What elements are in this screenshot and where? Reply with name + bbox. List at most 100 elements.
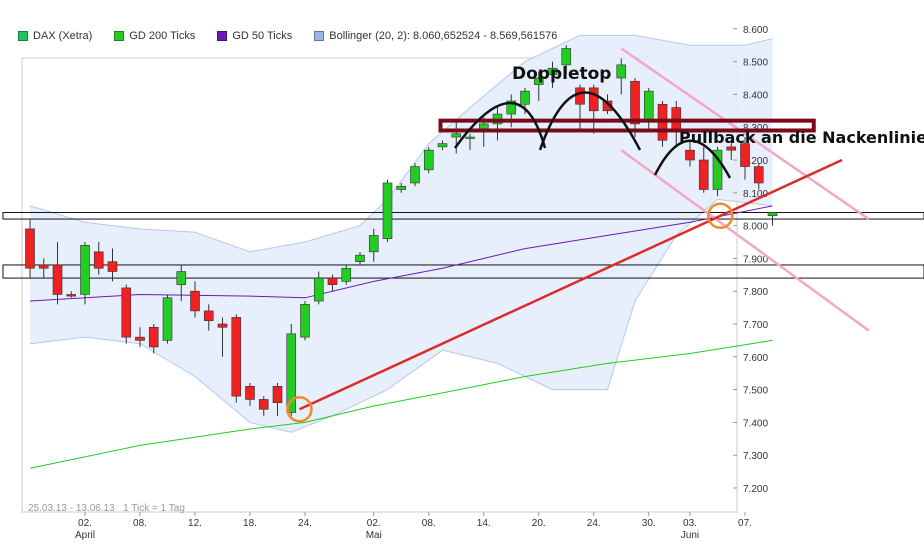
neckline-box (438, 118, 816, 133)
candle-body (107, 261, 118, 272)
candle-body (616, 64, 627, 79)
annotation-doppeltop: Doppletop (512, 64, 612, 84)
candle-body (231, 317, 242, 397)
doppeltop-arc-left (453, 102, 547, 149)
bollinger-lower-line (29, 198, 773, 433)
y-tick-label: 7.700 (743, 320, 768, 331)
support-level-box (2, 211, 924, 220)
candle-body (217, 323, 228, 328)
candle-body (368, 235, 379, 253)
candle-body (753, 166, 764, 184)
candle-body (575, 87, 585, 105)
legend-label: Bollinger (20, 2): 8.060,652524 - 8.569,… (329, 30, 558, 42)
x-tick-month-label: Juni (681, 530, 699, 541)
candle-body (465, 136, 475, 139)
candle-body (148, 326, 159, 348)
candle-body (176, 271, 187, 285)
candle-body (190, 290, 200, 312)
candle-body (547, 67, 558, 76)
candle-body (451, 133, 462, 138)
x-tick-month-label: April (75, 530, 95, 541)
candle-body (38, 264, 49, 269)
candle-body (533, 77, 544, 85)
legend-swatch (114, 31, 125, 41)
y-tick-label: 8.500 (743, 58, 768, 69)
candle-body (685, 149, 695, 161)
candle-body (300, 304, 310, 338)
y-tick-label: 7.900 (743, 254, 768, 265)
candle-body (740, 143, 750, 167)
chart-footer: 25.03.13 - 13.06.13 1 Tick = 1 Tag (28, 503, 185, 514)
y-tick-label: 7.500 (743, 386, 768, 397)
candle-body (630, 80, 640, 125)
candle-body (726, 146, 737, 151)
legend-label: DAX (Xetra) (33, 30, 93, 42)
candle-body (410, 166, 420, 184)
x-tick-label: 18. (243, 518, 257, 529)
highlight-circle (707, 202, 734, 230)
candle-body (382, 182, 393, 240)
pullback-arc (653, 139, 732, 179)
candle-body (767, 212, 778, 217)
footer-tick: 1 Tick = 1 Tag (123, 503, 185, 514)
y-tick-label: 8.200 (743, 156, 768, 167)
y-tick-label: 7.400 (743, 418, 768, 429)
support-level-box (2, 264, 924, 279)
legend-item-bollinger[interactable]: Bollinger (20, 2): 8.060,652524 - 8.569,… (314, 30, 557, 42)
candle-body (506, 100, 517, 115)
x-tick-label: 08. (133, 518, 147, 529)
candle-body (643, 90, 654, 121)
x-tick-label: 02. (367, 518, 381, 529)
candle-body (588, 87, 599, 112)
highlight-circle (286, 396, 313, 423)
y-tick-label: 8.000 (743, 222, 768, 233)
candle-body (121, 287, 132, 338)
candle-body (396, 185, 407, 190)
x-tick-label: 03. (683, 518, 697, 529)
bollinger-upper-line (29, 34, 773, 253)
candle-body (258, 399, 269, 410)
x-tick-label: 12. (188, 518, 202, 529)
x-tick-label: 14. (477, 518, 491, 529)
candle-body (712, 149, 723, 190)
candle-body (561, 48, 572, 66)
gd200-line (29, 339, 773, 469)
x-tick-label: 08. (422, 518, 436, 529)
legend-item-dax[interactable]: DAX (Xetra) (18, 30, 92, 42)
candle-body (52, 264, 63, 295)
x-tick-label: 30. (642, 518, 656, 529)
legend-item-gd200[interactable]: GD 200 Ticks (114, 30, 195, 42)
x-tick-month-label: Mai (366, 530, 382, 541)
legend-swatch (217, 31, 228, 41)
y-tick-label: 8.100 (743, 189, 768, 200)
candle-body (25, 228, 35, 269)
y-tick-label: 8.600 (743, 25, 768, 36)
footer-range: 25.03.13 - 13.06.13 (28, 503, 115, 514)
x-tick-label: 24. (298, 518, 312, 529)
candle-body (286, 333, 297, 413)
candle-body (313, 277, 324, 302)
y-tick-label: 7.600 (743, 353, 768, 364)
trend-line-up (298, 158, 843, 411)
legend-item-gd50[interactable]: GD 50 Ticks (217, 30, 292, 42)
candle-body (520, 90, 530, 105)
candle-body (355, 254, 365, 262)
candle-body (66, 294, 77, 297)
x-tick-label: 20. (532, 518, 546, 529)
candle-body (245, 386, 255, 400)
candle-body (698, 159, 709, 190)
doppeltop-arc-right (538, 91, 642, 151)
candle-body (135, 336, 145, 341)
x-tick-label: 02. (78, 518, 92, 529)
y-tick-label: 8.400 (743, 90, 768, 101)
annotation-pullback: Pullback an die Nackenlinie (679, 128, 924, 147)
candle-body (162, 297, 173, 341)
channel-line (620, 47, 870, 221)
candle-body (423, 149, 434, 171)
y-tick-label: 7.200 (743, 484, 768, 495)
legend-label: GD 200 Ticks (129, 30, 196, 42)
channel-line (620, 149, 870, 332)
x-tick-label: 24. (587, 518, 601, 529)
bollinger-band (30, 35, 773, 433)
